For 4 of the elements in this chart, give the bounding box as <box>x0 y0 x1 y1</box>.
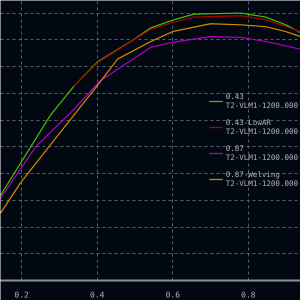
x-tick-label: 0.6 <box>166 290 180 300</box>
x-tick-label: 0.4 <box>90 290 105 300</box>
x-tick-label: 0.2 <box>14 290 30 300</box>
x-tick-label: 0.8 <box>241 290 256 300</box>
